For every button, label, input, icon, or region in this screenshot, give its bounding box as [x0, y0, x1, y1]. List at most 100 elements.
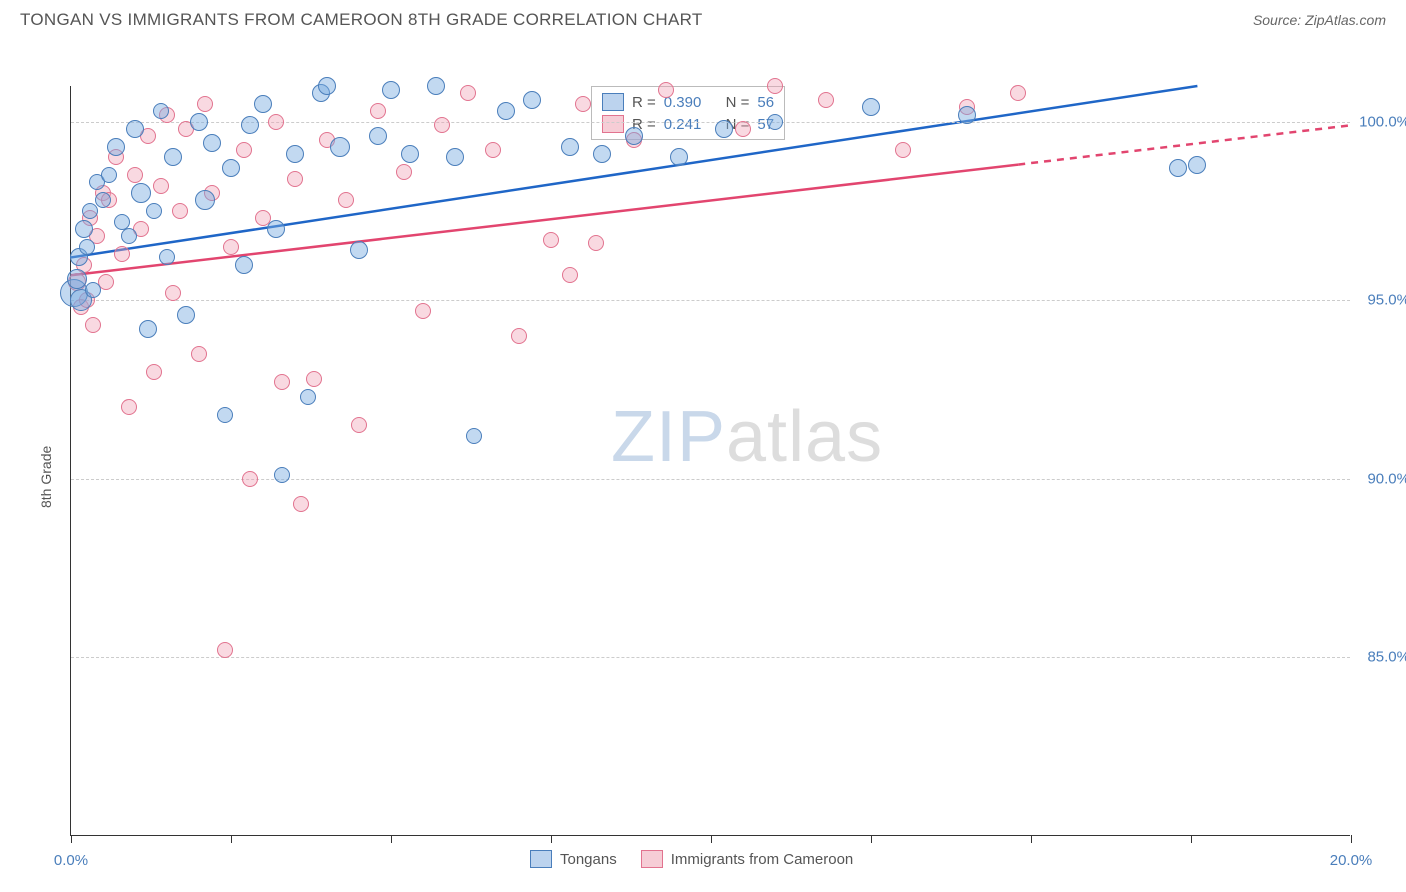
point-series2 — [293, 496, 309, 512]
y-axis-title: 8th Grade — [38, 446, 54, 508]
gridline — [71, 300, 1350, 301]
point-series2 — [217, 642, 233, 658]
point-series2 — [127, 167, 143, 183]
point-series2 — [223, 239, 239, 255]
source-label: Source: ZipAtlas.com — [1253, 12, 1386, 28]
point-series1 — [274, 467, 290, 483]
point-series2 — [287, 171, 303, 187]
point-series2 — [415, 303, 431, 319]
point-series1 — [1169, 159, 1187, 177]
point-series1 — [164, 148, 182, 166]
point-series2 — [153, 178, 169, 194]
point-series2 — [511, 328, 527, 344]
point-series2 — [197, 96, 213, 112]
legend-item-2: Immigrants from Cameroon — [641, 850, 854, 868]
point-series2 — [575, 96, 591, 112]
n-label: N = — [726, 94, 750, 111]
y-tick-label: 90.0% — [1367, 470, 1406, 487]
point-series2 — [236, 142, 252, 158]
point-series1 — [330, 137, 350, 157]
point-series1 — [195, 190, 215, 210]
stats-row-1: R = 0.390 N = 56 — [602, 91, 774, 113]
swatch-series2-icon — [602, 115, 624, 133]
point-series1 — [67, 269, 87, 289]
point-series2 — [1010, 85, 1026, 101]
point-series2 — [172, 203, 188, 219]
y-tick-label: 100.0% — [1359, 113, 1406, 130]
point-series1 — [190, 113, 208, 131]
x-tick — [231, 835, 232, 843]
point-series2 — [460, 85, 476, 101]
gridline — [71, 657, 1350, 658]
point-series2 — [351, 417, 367, 433]
point-series1 — [235, 256, 253, 274]
point-series2 — [165, 285, 181, 301]
x-tick — [871, 835, 872, 843]
x-tick — [71, 835, 72, 843]
point-series1 — [139, 320, 157, 338]
point-series1 — [101, 167, 117, 183]
point-series1 — [466, 428, 482, 444]
point-series2 — [562, 267, 578, 283]
point-series1 — [126, 120, 144, 138]
point-series1 — [427, 77, 445, 95]
gridline — [71, 479, 1350, 480]
point-series1 — [593, 145, 611, 163]
legend-label-1: Tongans — [560, 851, 617, 868]
point-series2 — [306, 371, 322, 387]
plot-area: ZIPatlas R = 0.390 N = 56 R = 0.241 N = … — [70, 86, 1350, 836]
x-tick — [551, 835, 552, 843]
legend-label-2: Immigrants from Cameroon — [671, 851, 854, 868]
point-series1 — [159, 249, 175, 265]
point-series2 — [191, 346, 207, 362]
n-value-1: 56 — [757, 94, 774, 111]
point-series2 — [370, 103, 386, 119]
point-series2 — [735, 121, 751, 137]
point-series1 — [767, 114, 783, 130]
point-series1 — [241, 116, 259, 134]
swatch-series1-icon — [530, 850, 552, 868]
point-series1 — [222, 159, 240, 177]
point-series1 — [177, 306, 195, 324]
point-series1 — [75, 220, 93, 238]
r-label: R = — [632, 94, 656, 111]
point-series1 — [350, 241, 368, 259]
point-series2 — [268, 114, 284, 130]
point-series2 — [434, 117, 450, 133]
point-series1 — [107, 138, 125, 156]
trend-lines-svg — [71, 86, 1351, 836]
x-tick — [391, 835, 392, 843]
point-series1 — [862, 98, 880, 116]
point-series2 — [338, 192, 354, 208]
point-series2 — [121, 399, 137, 415]
point-series1 — [300, 389, 316, 405]
point-series1 — [561, 138, 579, 156]
point-series1 — [401, 145, 419, 163]
point-series1 — [254, 95, 272, 113]
x-tick-label: 0.0% — [54, 852, 88, 869]
point-series1 — [625, 127, 643, 145]
point-series1 — [523, 91, 541, 109]
point-series1 — [131, 183, 151, 203]
point-series2 — [658, 82, 674, 98]
point-series2 — [543, 232, 559, 248]
y-tick-label: 85.0% — [1367, 649, 1406, 666]
point-series1 — [286, 145, 304, 163]
chart-title: TONGAN VS IMMIGRANTS FROM CAMEROON 8TH G… — [20, 10, 703, 30]
point-series1 — [79, 239, 95, 255]
point-series1 — [95, 192, 111, 208]
point-series1 — [382, 81, 400, 99]
x-tick — [1351, 835, 1352, 843]
point-series2 — [242, 471, 258, 487]
point-series1 — [958, 106, 976, 124]
point-series1 — [497, 102, 515, 120]
x-tick — [711, 835, 712, 843]
point-series1 — [670, 148, 688, 166]
point-series2 — [114, 246, 130, 262]
gridline — [71, 122, 1350, 123]
stats-box: R = 0.390 N = 56 R = 0.241 N = 57 — [591, 86, 785, 140]
point-series2 — [895, 142, 911, 158]
legend: Tongans Immigrants from Cameroon — [530, 850, 853, 868]
legend-item-1: Tongans — [530, 850, 617, 868]
watermark: ZIPatlas — [611, 396, 883, 478]
